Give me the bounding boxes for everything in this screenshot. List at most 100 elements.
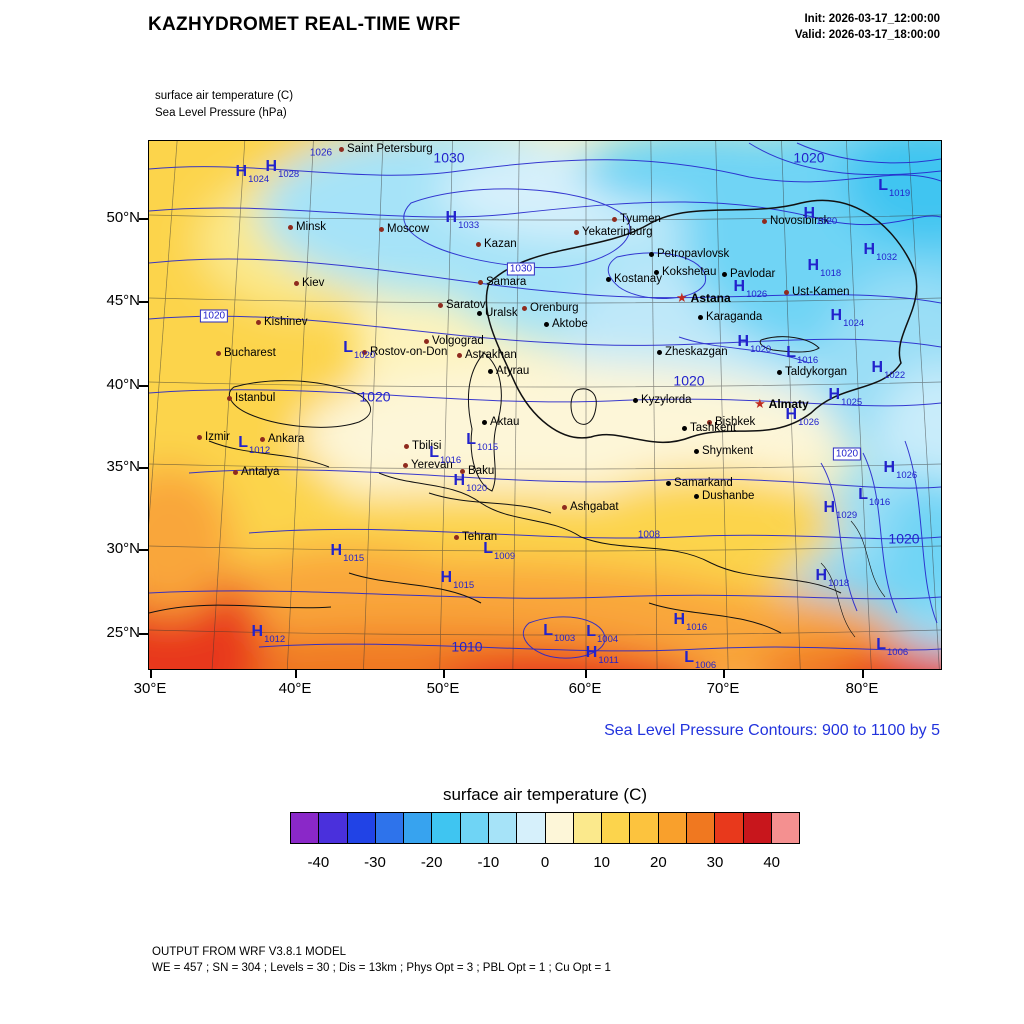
city-label: Samarkand xyxy=(674,477,733,489)
city-baku: Baku xyxy=(460,465,494,477)
lon-tickmark-icon xyxy=(585,669,587,678)
city-yerevan: Yerevan xyxy=(403,459,453,471)
city-label: Minsk xyxy=(296,221,327,233)
pressure-low-label: L 1015 xyxy=(466,432,498,452)
pressure-letter: L xyxy=(876,636,887,654)
city-label: Bishkek xyxy=(715,416,756,428)
city-label: Volgograd xyxy=(432,335,484,347)
pressure-high-label: H 1029 xyxy=(824,500,858,520)
geography-layer xyxy=(149,199,918,638)
pressure-high-label: H 1018 xyxy=(808,258,842,278)
capital-star-icon: ★ xyxy=(754,395,766,411)
colorbar-tick-label: -30 xyxy=(364,854,386,871)
pressure-letter: H xyxy=(330,542,343,560)
colorbar xyxy=(290,812,800,844)
pressure-high-label: H 1012 xyxy=(251,623,286,644)
pressure-letter: H xyxy=(235,163,248,181)
lat-tickmark-icon xyxy=(139,467,148,469)
city-kostanay: Kostanay xyxy=(606,273,662,285)
valid-datetime: Valid: 2026-03-17_18:00:00 xyxy=(794,28,940,41)
isobar-label: 1020 xyxy=(199,309,229,323)
city-pavlodar: Pavlodar xyxy=(722,268,775,280)
city-dot-icon xyxy=(438,302,443,308)
city-label: Uralsk xyxy=(485,307,518,319)
city-label: Izmir xyxy=(205,431,230,443)
city-label: Kostanay xyxy=(614,273,662,285)
pressure-value: 1016 xyxy=(797,354,819,366)
city-dot-icon xyxy=(260,436,265,442)
pressure-letter: H xyxy=(883,459,896,477)
pressure-letter: H xyxy=(251,623,264,641)
city-dot-icon xyxy=(403,462,408,468)
city-label: Tyumen xyxy=(620,213,661,225)
city-dot-icon xyxy=(482,419,487,425)
city-dot-icon xyxy=(654,269,659,275)
colorbar-cell xyxy=(432,813,461,843)
colorbar-tick-label: -40 xyxy=(307,854,330,871)
pressure-letter: H xyxy=(830,307,843,325)
caspian-sea-outline xyxy=(467,352,502,492)
city-dot-icon xyxy=(457,352,462,358)
pressure-value: 1016 xyxy=(869,496,891,508)
colorbar-cell xyxy=(488,813,518,843)
city-orenburg: Orenburg xyxy=(522,302,579,314)
pressure-value: 1018 xyxy=(820,267,842,279)
pressure-value: 1015 xyxy=(477,441,499,453)
pressure-value: 1020 xyxy=(816,215,838,227)
city-dot-icon xyxy=(227,395,232,401)
weather-map: Saint Petersburg Minsk Moscow Kazan Tyumen Ye… xyxy=(148,140,942,670)
lat-tickmark-icon xyxy=(139,301,148,303)
pressure-letter: L xyxy=(878,177,889,195)
city-label: Orenburg xyxy=(530,302,579,314)
lat-tickmark-icon xyxy=(139,385,148,387)
pressure-letter: H xyxy=(453,472,466,490)
pressure-letter: H xyxy=(440,569,453,587)
pressure-value: 1006 xyxy=(887,646,909,658)
city-minsk: Minsk xyxy=(288,221,326,233)
pressure-letter: H xyxy=(815,567,828,585)
pressure-value: 1015 xyxy=(343,552,365,564)
pressure-letter: L xyxy=(586,623,597,641)
page-title: KAZHYDROMET REAL-TIME WRF xyxy=(148,14,461,35)
colorbar-cell xyxy=(573,813,603,843)
city-label: Bucharest xyxy=(224,347,276,359)
pressure-low-label: L 1006 xyxy=(876,636,908,657)
pressure-value: 1022 xyxy=(884,369,906,381)
city-dot-icon xyxy=(424,338,429,344)
colorbar-cell xyxy=(404,813,433,843)
city-dot-icon xyxy=(694,493,699,499)
isobar-label: 1020 xyxy=(793,149,825,166)
lon-tickmark-icon xyxy=(150,669,152,678)
pressure-low-label: L 1019 xyxy=(878,177,910,198)
city-label: Ust-Kamen xyxy=(792,286,850,298)
pressure-value: 1004 xyxy=(597,633,619,645)
pressure-value: 1024 xyxy=(248,173,270,185)
city-kokshetau: Kokshetau xyxy=(654,266,716,278)
pressure-letter: H xyxy=(585,644,598,662)
city-label: Shymkent xyxy=(702,445,754,457)
pressure-high-label: H 1026 xyxy=(883,459,918,480)
pressure-high-label: H 1015 xyxy=(330,542,365,563)
pressure-value: 1032 xyxy=(876,251,898,263)
isobar-label: 1020 xyxy=(673,372,705,389)
black-sea-outline xyxy=(229,380,372,428)
city-tyumen: Tyumen xyxy=(612,213,661,225)
pressure-low-label: L 1006 xyxy=(684,650,716,669)
pressure-low-label: L 1012 xyxy=(238,435,270,455)
city-dot-icon xyxy=(666,480,671,486)
city-label: Yekaterinburg xyxy=(582,226,653,238)
pressure-value: 1024 xyxy=(843,317,865,329)
pressure-value: 1028 xyxy=(278,168,300,180)
lat-tick-label: 30°N xyxy=(106,540,140,557)
city-label: Atyrau xyxy=(496,365,530,377)
pressure-low-label: L 1009 xyxy=(483,541,515,561)
city-dot-icon xyxy=(460,468,465,474)
lon-tick-label: 40°E xyxy=(278,680,312,697)
isobar-label: 1020 xyxy=(359,388,391,405)
city-label: Kyzylorda xyxy=(641,394,692,406)
city-antalya: Antalya xyxy=(233,466,279,478)
city-istanbul: Istanbul xyxy=(227,392,275,404)
city-samarkand: Samarkand xyxy=(666,477,733,489)
pressure-letter: H xyxy=(863,241,876,259)
